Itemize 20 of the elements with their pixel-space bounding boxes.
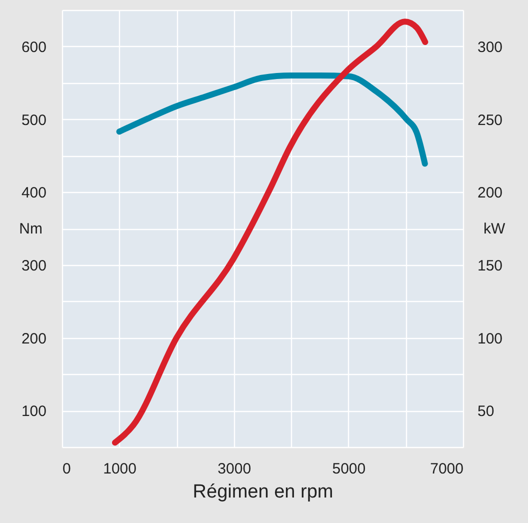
y-tick-label: 200 [21,330,46,348]
y2-tick-label: 200 [478,184,503,202]
x-axis-title: Régimen en rpm [192,482,334,502]
y-tick-label: 400 [21,184,46,202]
x-tick-label: 1000 [103,460,136,478]
y-tick-label: 100 [21,403,46,420]
y-tick-label: 600 [21,38,46,56]
x-tick-label: 5000 [332,460,366,478]
y2-tick-label: 50 [478,403,494,420]
y2-axis-title: kW [484,220,506,238]
y2-tick-label: 100 [478,330,503,348]
y2-tick-label: 300 [478,38,503,56]
y2-tick-label: 250 [478,112,503,129]
x-tick-label: 7000 [430,460,464,478]
y2-tick-label: 150 [478,257,503,274]
y-axis-title: Nm [19,220,42,238]
x-tick-label: 3000 [218,460,252,478]
y-tick-label: 500 [21,112,46,129]
x-tick-label: 0 [62,460,71,478]
y-tick-label: 300 [21,257,46,274]
